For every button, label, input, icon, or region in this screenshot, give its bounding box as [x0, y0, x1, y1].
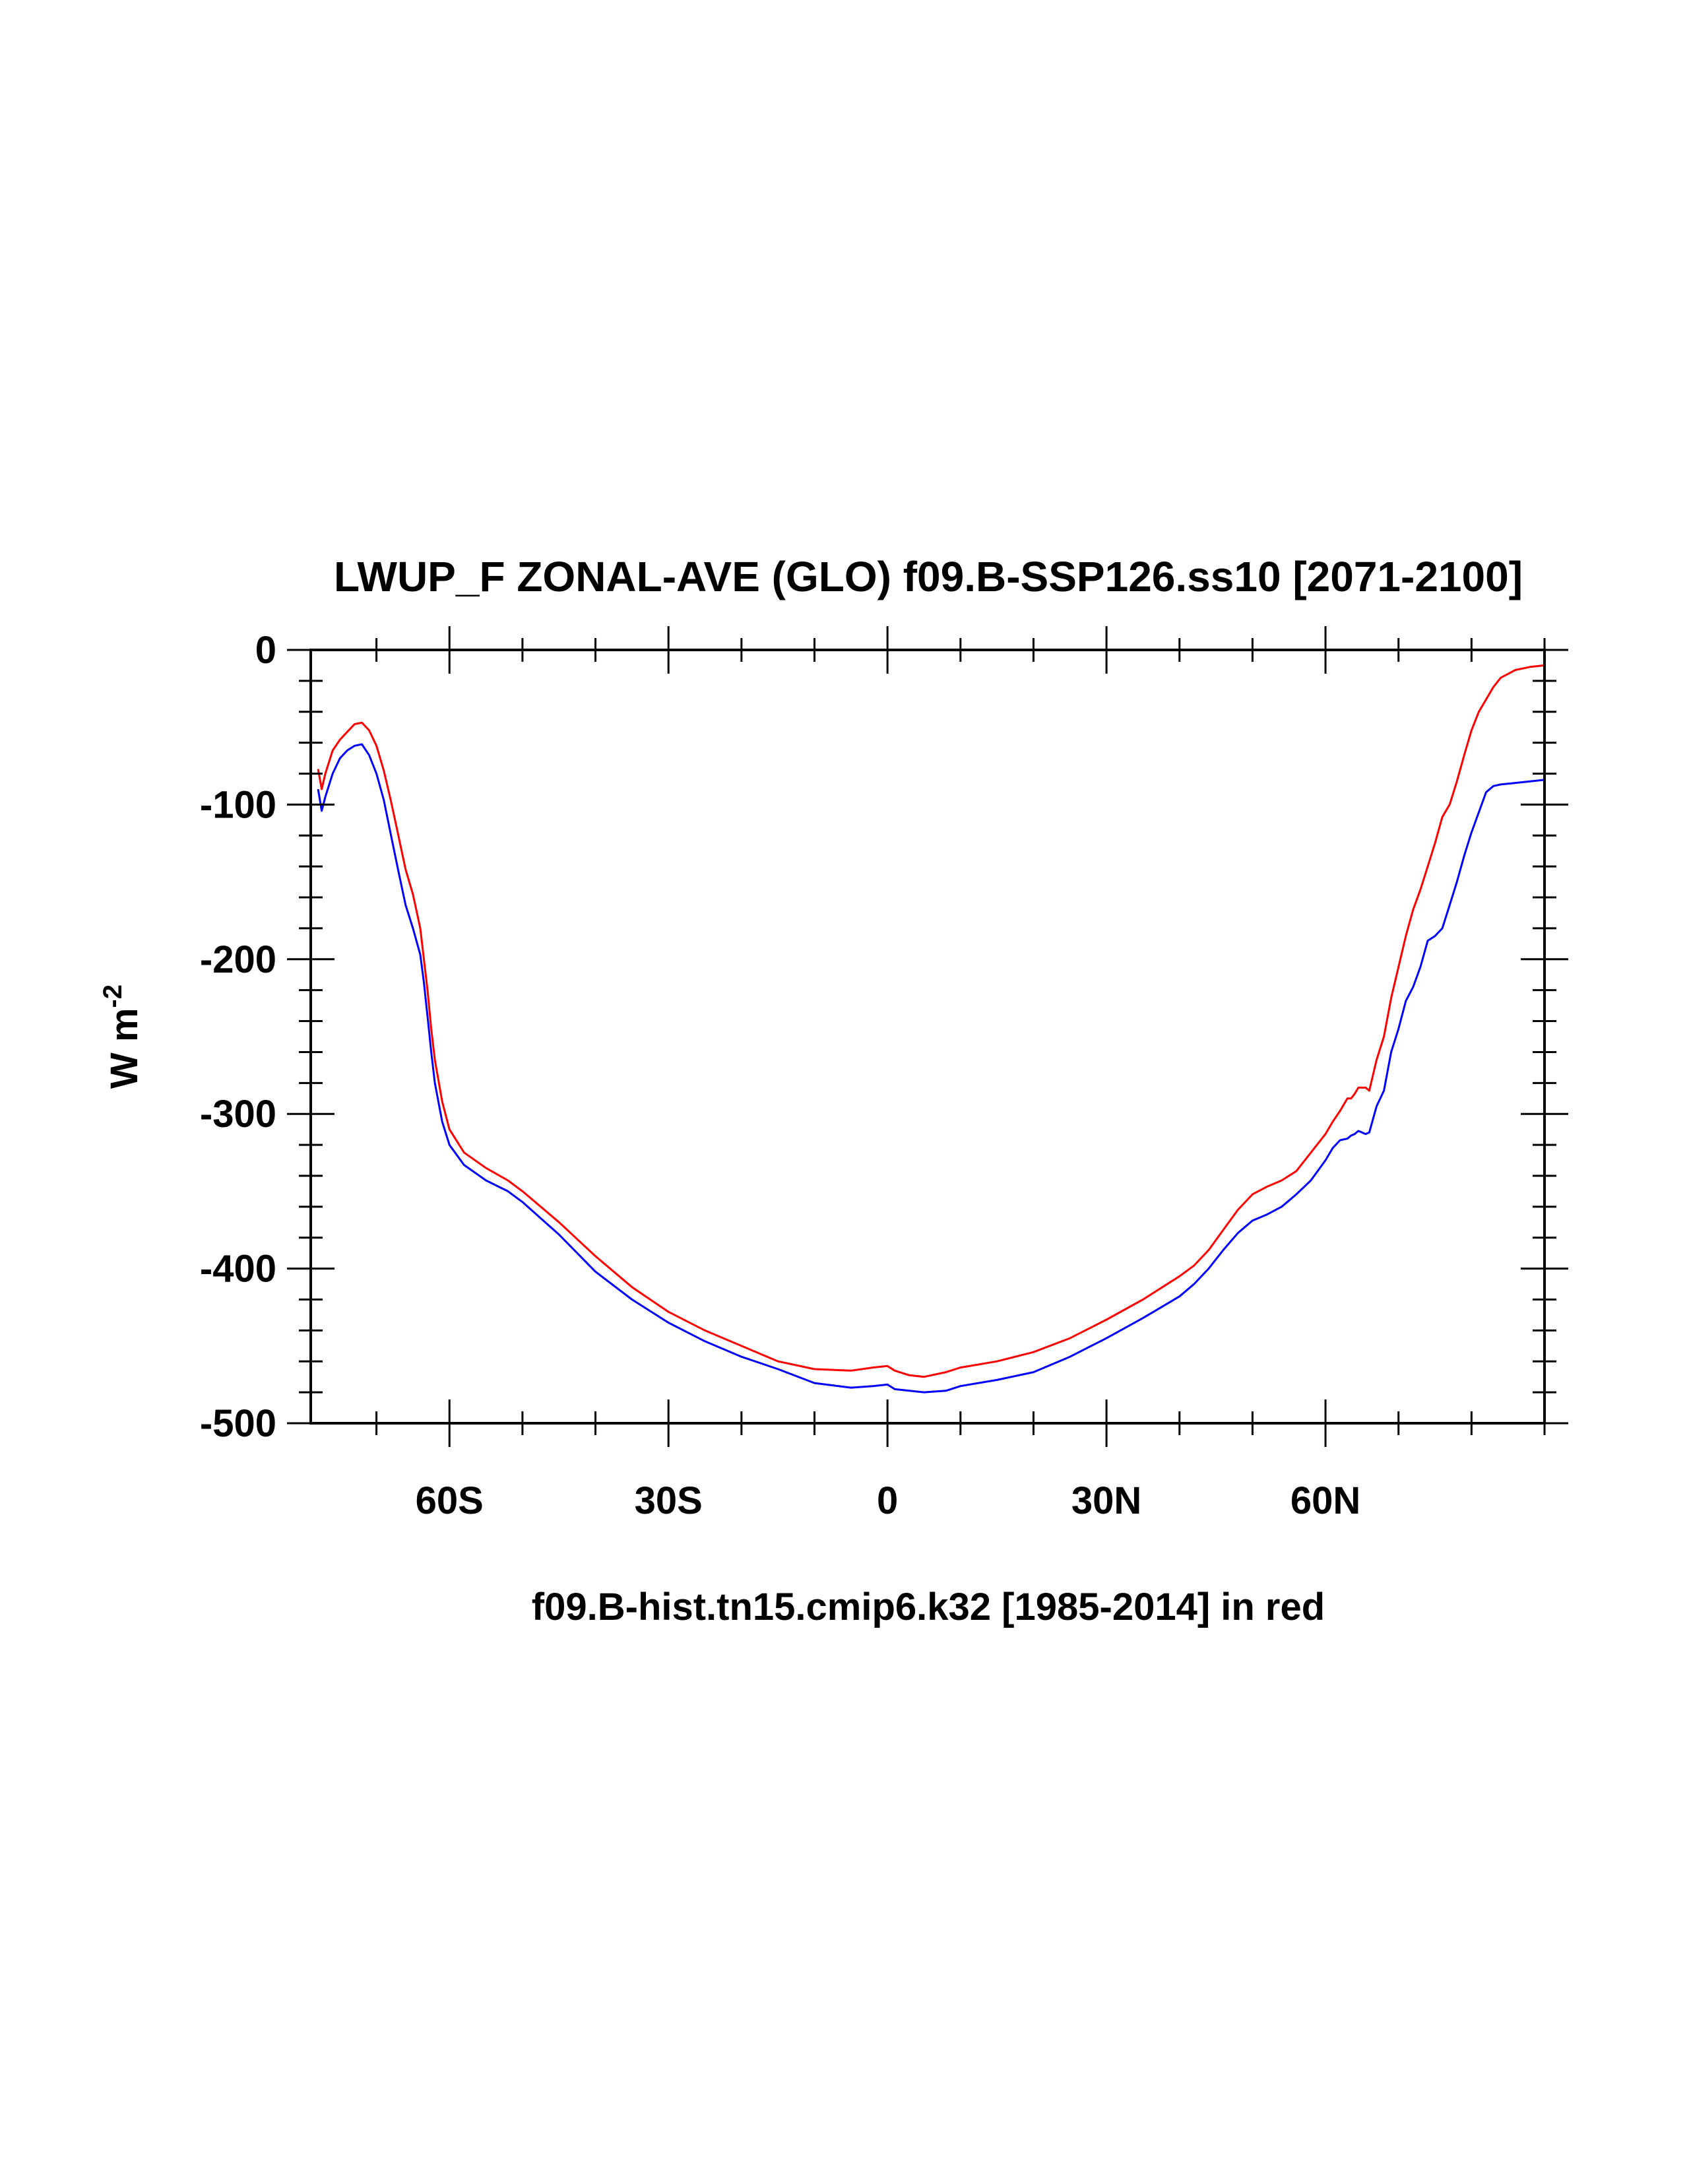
x-tick-label: 30N	[1071, 1479, 1141, 1522]
x-tick-label: 0	[877, 1479, 898, 1522]
plot-frame	[309, 649, 1546, 1425]
y-tick-label: -500	[200, 1402, 276, 1445]
x-tick-label: 60S	[416, 1479, 484, 1522]
y-axis-label: W m-2	[98, 984, 146, 1089]
axis-ticks	[287, 626, 1568, 1447]
axis-tick-labels: 0 -100 -200 -300 -400 -500 60S 30S 0 30N 60N	[200, 629, 1360, 1522]
y-tick-label: -100	[200, 783, 276, 826]
series-line-ssp126	[317, 743, 1545, 1394]
y-tick-label: -300	[200, 1093, 276, 1136]
chart-title: LWUP_F ZONAL-AVE (GLO) f09.B-SSP126.ss10…	[334, 553, 1523, 600]
y-tick-label: -200	[200, 938, 276, 981]
series-group	[317, 664, 1545, 1394]
y-axis-label-unit: W m	[103, 1008, 146, 1089]
y-tick-label: -400	[200, 1248, 276, 1291]
x-tick-label: 60N	[1291, 1479, 1360, 1522]
x-axis-label: f09.B-hist.tn15.cmip6.k32 [1985-2014] in…	[532, 1586, 1325, 1628]
x-tick-label: 30S	[635, 1479, 703, 1522]
series-line-historical	[317, 664, 1545, 1378]
y-axis-label-exponent: -2	[98, 984, 127, 1008]
y-tick-label: 0	[255, 629, 276, 672]
